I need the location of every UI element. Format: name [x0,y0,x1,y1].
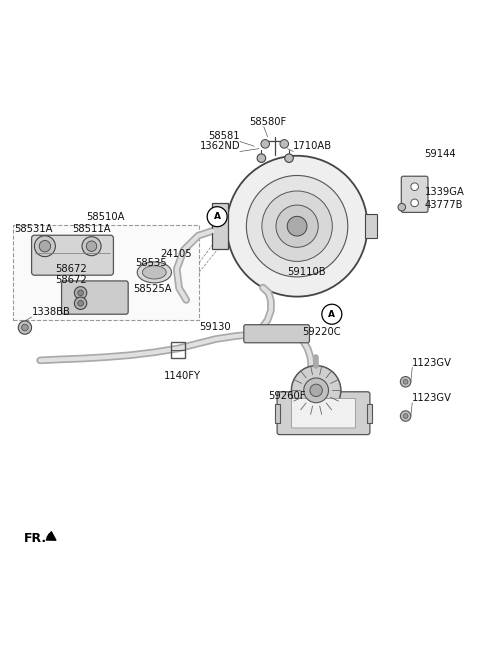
Bar [275,403,280,422]
FancyBboxPatch shape [61,281,128,314]
Text: FR.: FR. [24,532,47,545]
Circle shape [310,384,322,397]
Text: A: A [328,309,336,319]
Text: A: A [214,212,221,221]
Circle shape [74,297,87,309]
Text: 1123GV: 1123GV [412,393,452,403]
Circle shape [304,378,328,403]
Circle shape [287,216,307,236]
Text: 1362ND: 1362ND [199,141,240,152]
FancyBboxPatch shape [244,325,310,343]
Circle shape [262,191,332,261]
Text: 59220C: 59220C [302,327,340,337]
Circle shape [280,139,288,148]
Circle shape [74,286,87,299]
Text: 1339GA: 1339GA [425,187,465,197]
Circle shape [403,414,408,419]
Bar [213,204,228,249]
Circle shape [285,154,293,162]
Text: 58535: 58535 [135,258,167,267]
Text: 58525A: 58525A [133,284,172,294]
Circle shape [82,237,101,256]
Text: 59144: 59144 [425,149,456,159]
Text: 1338BB: 1338BB [32,307,71,317]
Circle shape [276,205,318,247]
Text: 58672: 58672 [55,264,87,274]
Circle shape [400,411,411,421]
Text: 59110B: 59110B [288,267,326,277]
FancyBboxPatch shape [32,235,113,275]
Ellipse shape [143,265,166,279]
Circle shape [246,175,348,277]
Circle shape [411,183,419,191]
Text: 24105: 24105 [160,248,192,259]
Circle shape [78,290,84,296]
Circle shape [261,139,269,148]
Circle shape [322,304,342,324]
Circle shape [227,156,368,296]
Circle shape [78,300,84,306]
Text: 58672: 58672 [55,275,87,284]
Circle shape [39,240,50,252]
Text: 58510A: 58510A [86,212,125,222]
Circle shape [411,199,419,207]
Text: 58581: 58581 [208,131,240,141]
Text: 58531A: 58531A [14,224,52,234]
Text: 59130: 59130 [200,323,231,332]
Circle shape [403,379,408,384]
Bar [367,403,372,422]
Bar [171,342,185,357]
Text: 58511A: 58511A [72,224,111,234]
Bar [12,225,199,320]
Bar [365,214,377,238]
FancyBboxPatch shape [291,398,356,428]
Circle shape [400,376,411,387]
Circle shape [257,154,266,162]
Ellipse shape [137,262,171,283]
Circle shape [86,241,97,252]
FancyBboxPatch shape [277,392,370,435]
FancyBboxPatch shape [401,176,428,212]
Circle shape [398,204,406,211]
Text: 1140FY: 1140FY [164,371,201,381]
FancyArrowPatch shape [46,532,56,540]
Text: 43777B: 43777B [425,200,463,210]
Circle shape [22,324,28,331]
Circle shape [18,321,32,334]
Text: 1123GV: 1123GV [412,357,452,367]
Text: 58580F: 58580F [249,117,286,127]
Text: 59260F: 59260F [268,391,306,401]
Circle shape [291,365,341,415]
Circle shape [207,207,227,227]
Circle shape [35,236,55,257]
Text: 1710AB: 1710AB [293,141,333,152]
